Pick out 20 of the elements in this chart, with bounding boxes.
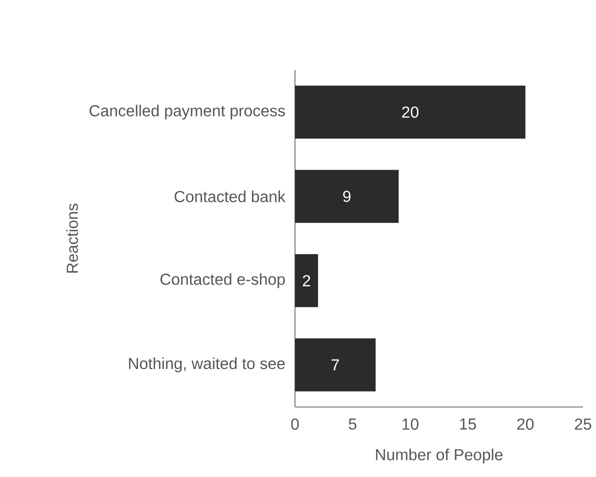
x-tick-label: 25 — [574, 418, 592, 430]
y-axis-title: Reactions — [66, 204, 78, 273]
bar — [295, 86, 526, 139]
y-tick-label: Nothing, waited to see — [129, 357, 285, 372]
bar — [295, 254, 318, 308]
y-tick-label: Contacted bank — [174, 190, 286, 202]
x-tick-label: 20 — [517, 418, 534, 430]
x-axis-title: Number of People — [376, 448, 502, 464]
data-label: 9 — [343, 190, 351, 202]
bar — [295, 170, 399, 223]
y-tick-label: Cancelled payment process — [90, 104, 285, 120]
data-label: 20 — [402, 106, 418, 118]
y-tick-label: Contacted e-shop — [160, 273, 285, 288]
x-tick-label: 5 — [348, 418, 356, 430]
x-tick-label: 10 — [402, 418, 418, 430]
x-tick-label: 0 — [291, 418, 299, 430]
x-tick-label: 15 — [460, 418, 476, 430]
data-label: 7 — [332, 359, 339, 370]
bar — [295, 338, 376, 392]
data-label: 2 — [302, 275, 310, 286]
